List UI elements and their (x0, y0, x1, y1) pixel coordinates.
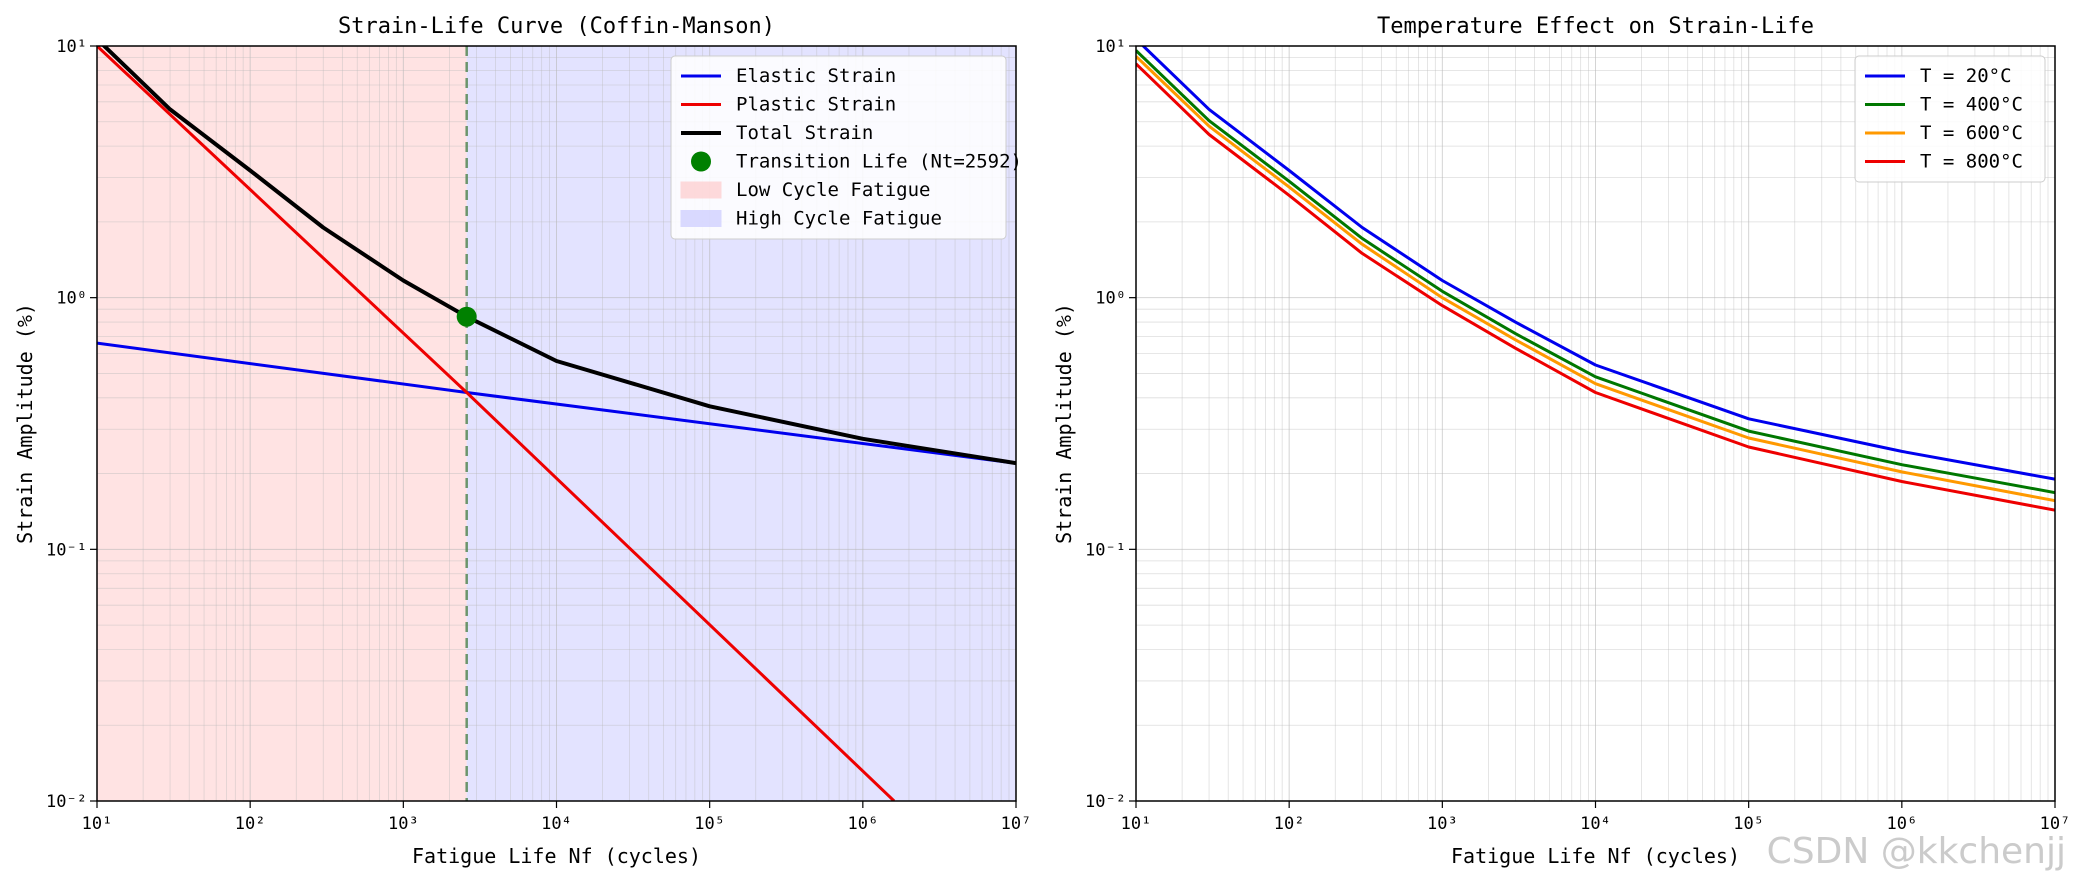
chart-panel-1: 10¹ 10² 10³ 10⁴ 10⁵ 10⁶ 10⁷ 10⁻² 10⁻¹ 10⁰ 10¹ Strai… (13, 14, 1031, 868)
x-tick-label: 10⁶ (847, 814, 878, 834)
y-tick-label: 10⁻¹ (1085, 540, 1126, 560)
y-tick-label: 10⁻² (1085, 792, 1126, 812)
transition-point (456, 306, 477, 327)
series-group (1136, 46, 2055, 512)
y-tick-label: 10⁰ (56, 289, 87, 309)
x-tick-label: 10¹ (82, 814, 113, 834)
legend-swatch-patch (680, 210, 722, 227)
grid (96, 45, 1017, 802)
series-group (97, 46, 1016, 801)
x-axis-label: Fatigue Life Nf (cycles) (1451, 844, 1740, 868)
series-line-total-strain (101, 46, 1016, 466)
y-tick-label: 10⁰ (1095, 289, 1126, 309)
series-line-t-20-c (1141, 46, 2055, 481)
legend-label: T = 400°C (1920, 94, 2023, 116)
legend-label: Elastic Strain (736, 65, 896, 87)
x-tick-label: 10⁷ (2040, 814, 2071, 834)
legend-label: T = 20°C (1920, 65, 2012, 87)
y-tick-label: 10¹ (1095, 37, 1126, 57)
y-axis-label: Strain Amplitude (%) (1052, 303, 1076, 544)
legend-box (670, 55, 1007, 240)
x-tick-label: 10³ (1427, 814, 1458, 834)
x-tick-label: 10¹ (1121, 814, 1152, 834)
legend: Elastic Strain Plastic Strain Total Strain… (670, 55, 1022, 240)
series-line-t-800-c (1136, 62, 2055, 512)
legend-label: Total Strain (736, 122, 873, 144)
legend-label: T = 600°C (1920, 122, 2023, 144)
x-tick-label: 10⁷ (1001, 814, 1032, 834)
x-tick-label: 10⁴ (541, 814, 572, 834)
x-tick-label: 10⁶ (1886, 814, 1917, 834)
region-low-cycle (97, 46, 467, 801)
x-tick-label: 10² (235, 814, 266, 834)
grid (1135, 45, 2056, 802)
x-tick-label: 10⁵ (1733, 814, 1764, 834)
x-axis-label: Fatigue Life Nf (cycles) (412, 844, 701, 868)
series-line-plastic-strain (97, 46, 896, 801)
series-line-t-400-c (1136, 49, 2055, 495)
series-line-t-600-c (1136, 55, 2055, 503)
chart-panel-2: 10¹ 10² 10³ 10⁴ 10⁵ 10⁶ 10⁷ 10⁻² 10⁻¹ 10⁰ 10¹ Tempe… (1052, 14, 2070, 868)
legend-label: Transition Life (Nt=2592) (736, 151, 1022, 173)
y-axis-label: Strain Amplitude (%) (13, 303, 37, 544)
legend-swatch-marker (691, 151, 711, 172)
y-tick-label: 10⁻¹ (46, 540, 87, 560)
y-tick-label: 10⁻² (46, 792, 87, 812)
legend-label: Low Cycle Fatigue (736, 179, 930, 201)
legend-label: T = 800°C (1920, 151, 2023, 173)
legend-label: Plastic Strain (736, 94, 896, 116)
x-tick-label: 10⁵ (694, 814, 725, 834)
x-tick-label: 10³ (388, 814, 419, 834)
x-tick-label: 10⁴ (1580, 814, 1611, 834)
legend: T = 20°C T = 400°C T = 600°C T = 800°C (1854, 55, 2046, 183)
chart-title: Strain-Life Curve (Coffin-Manson) (338, 14, 775, 39)
legend-box (1854, 55, 2046, 183)
watermark: CSDN @kkchenjj (1766, 831, 2066, 872)
x-tick-label: 10² (1274, 814, 1305, 834)
chart-title: Temperature Effect on Strain-Life (1377, 14, 1814, 39)
legend-label: High Cycle Fatigue (736, 208, 942, 230)
y-tick-label: 10¹ (56, 37, 87, 57)
legend-swatch-patch (680, 181, 722, 199)
